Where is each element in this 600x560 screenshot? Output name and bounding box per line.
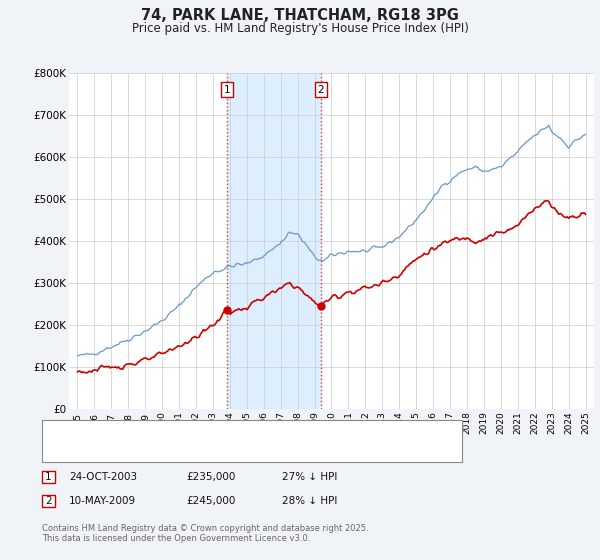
- Bar: [227, 73, 320, 409]
- Text: £235,000: £235,000: [186, 472, 235, 482]
- Text: ——: ——: [57, 425, 82, 438]
- Text: Contains HM Land Registry data © Crown copyright and database right 2025.
This d: Contains HM Land Registry data © Crown c…: [42, 524, 368, 543]
- Text: £245,000: £245,000: [186, 496, 235, 506]
- Text: 24-OCT-2003: 24-OCT-2003: [69, 472, 137, 482]
- Text: 10-MAY-2009: 10-MAY-2009: [69, 496, 136, 506]
- Text: 1: 1: [224, 85, 230, 95]
- Text: ——: ——: [57, 444, 82, 457]
- Text: 27% ↓ HPI: 27% ↓ HPI: [282, 472, 337, 482]
- Text: 74, PARK LANE, THATCHAM, RG18 3PG: 74, PARK LANE, THATCHAM, RG18 3PG: [141, 8, 459, 24]
- Text: 2: 2: [317, 85, 324, 95]
- Text: 74, PARK LANE, THATCHAM, RG18 3PG (detached house): 74, PARK LANE, THATCHAM, RG18 3PG (detac…: [81, 427, 359, 437]
- Text: Price paid vs. HM Land Registry's House Price Index (HPI): Price paid vs. HM Land Registry's House …: [131, 22, 469, 35]
- Text: 1: 1: [45, 472, 52, 482]
- Text: 2: 2: [45, 496, 52, 506]
- Text: 28% ↓ HPI: 28% ↓ HPI: [282, 496, 337, 506]
- Text: HPI: Average price, detached house, West Berkshire: HPI: Average price, detached house, West…: [81, 445, 335, 455]
